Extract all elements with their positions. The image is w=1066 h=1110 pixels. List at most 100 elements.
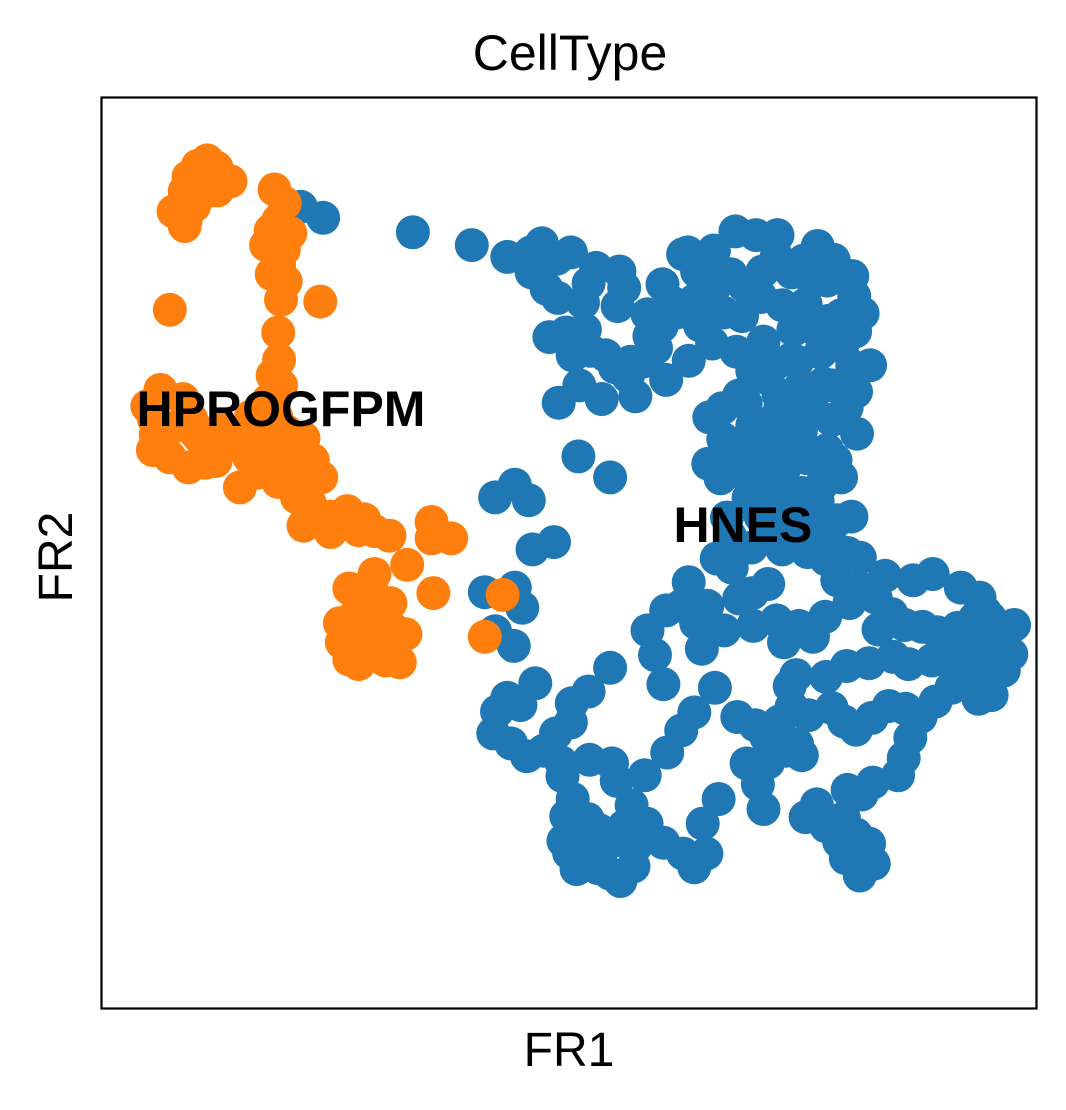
- point-hprogfpm-78: [390, 547, 425, 582]
- point-hprogfpm-53: [286, 421, 321, 456]
- point-hnes-284: [571, 266, 606, 301]
- point-hnes-1: [306, 200, 341, 235]
- point-hprogfpm-71: [203, 412, 238, 447]
- point-hnes-151: [701, 782, 736, 816]
- point-hnes-185: [707, 613, 742, 648]
- point-hnes-231: [737, 420, 772, 455]
- point-hnes-117: [809, 659, 844, 694]
- point-hnes-207: [515, 532, 550, 567]
- point-hprogfpm-26: [152, 292, 187, 327]
- point-hnes-173: [677, 695, 712, 730]
- point-hnes-273: [840, 416, 874, 451]
- point-hnes-232: [763, 391, 798, 426]
- point-hnes-250: [834, 499, 869, 534]
- point-hnes-183: [751, 567, 786, 601]
- point-hnes-236: [756, 464, 791, 498]
- point-hnes-298: [853, 348, 888, 383]
- point-hnes-101: [915, 557, 950, 591]
- series-hprogfpm: [130, 143, 520, 682]
- point-hnes-276: [814, 368, 849, 403]
- point-hnes-174: [697, 670, 732, 705]
- point-hnes-68: [746, 360, 781, 395]
- series-hnes: [283, 189, 1032, 898]
- point-hnes-297: [774, 342, 809, 376]
- point-hprogfpm-12: [167, 209, 202, 243]
- point-hnes-152: [685, 806, 720, 841]
- point-hnes-200: [553, 705, 588, 740]
- point-hnes-221: [762, 704, 797, 739]
- point-hprogfpm-100: [350, 599, 384, 634]
- point-hnes-233: [801, 439, 836, 474]
- point-hnes-170: [627, 758, 662, 793]
- point-hnes-148: [822, 824, 857, 859]
- point-hnes-19: [555, 338, 590, 373]
- point-hnes-263: [861, 612, 896, 647]
- point-hnes-217: [630, 613, 665, 648]
- point-hnes-3: [454, 228, 489, 263]
- point-hnes-179: [671, 565, 706, 600]
- point-hnes-186: [690, 588, 725, 623]
- point-hnes-272: [957, 601, 992, 636]
- point-hprogfpm-68: [313, 515, 348, 549]
- point-hnes-296: [845, 296, 880, 331]
- point-hprogfpm-50: [372, 518, 407, 553]
- point-hprogfpm-67: [239, 455, 274, 490]
- point-hnes-98: [842, 540, 877, 575]
- point-hnes-283: [597, 350, 632, 385]
- point-hnes-35: [666, 237, 701, 272]
- point-hnes-139: [830, 772, 865, 807]
- point-hnes-295: [819, 312, 854, 347]
- point-hprogfpm-74: [136, 402, 171, 437]
- point-hnes-280: [649, 362, 684, 397]
- point-hnes-270: [986, 653, 1021, 688]
- point-hnes-278: [695, 326, 730, 361]
- point-hnes-47: [810, 263, 845, 298]
- point-hnes-149: [788, 800, 823, 835]
- point-hnes-289: [654, 285, 689, 320]
- point-hnes-9: [553, 235, 588, 270]
- point-hprogfpm-27: [261, 315, 296, 350]
- point-hprogfpm-24: [261, 251, 296, 286]
- point-hprogfpm-98: [324, 625, 359, 660]
- point-hnes-2: [395, 215, 430, 250]
- point-hnes-251: [722, 581, 757, 616]
- point-hnes-211: [593, 460, 628, 495]
- point-hnes-215: [541, 385, 576, 420]
- point-hnes-212: [561, 439, 596, 474]
- point-hnes-279: [671, 343, 706, 378]
- point-hprogfpm-77: [434, 521, 469, 556]
- points-layer: [130, 143, 1032, 898]
- point-hnes-292: [745, 254, 780, 289]
- chart-title: CellType: [473, 25, 668, 81]
- point-hnes-188: [593, 650, 628, 685]
- point-hnes-291: [713, 257, 748, 292]
- point-hprogfpm-101: [485, 577, 520, 612]
- point-hnes-254: [759, 603, 794, 638]
- point-hnes-309: [601, 823, 636, 857]
- point-hprogfpm-83: [416, 576, 451, 611]
- point-hnes-187: [646, 667, 681, 702]
- cluster-labels: HPROGFPM HNES: [137, 381, 813, 553]
- point-hprogfpm-93: [382, 645, 417, 680]
- point-hprogfpm-70: [250, 422, 285, 457]
- point-hprogfpm-65: [198, 444, 233, 478]
- y-axis-label: FR2: [30, 512, 83, 603]
- point-hnes-175: [684, 631, 719, 666]
- point-hnes-227: [740, 767, 775, 802]
- point-hprogfpm-25: [303, 284, 338, 319]
- point-hnes-57: [725, 299, 759, 334]
- point-hprogfpm-102: [467, 619, 502, 654]
- cluster-label-hnes: HNES: [673, 497, 812, 553]
- x-axis-label: FR1: [524, 1024, 615, 1077]
- cluster-label-hprogfpm: HPROGFPM: [137, 381, 426, 437]
- point-hnes-310: [570, 802, 605, 836]
- point-hprogfpm-69: [286, 508, 321, 543]
- point-hnes-210: [511, 483, 546, 518]
- point-hnes-13: [540, 280, 575, 315]
- point-hprogfpm-23: [264, 282, 298, 317]
- plot-frame: [100, 96, 1038, 1010]
- point-hnes-287: [600, 289, 635, 324]
- point-hnes-230: [722, 378, 757, 413]
